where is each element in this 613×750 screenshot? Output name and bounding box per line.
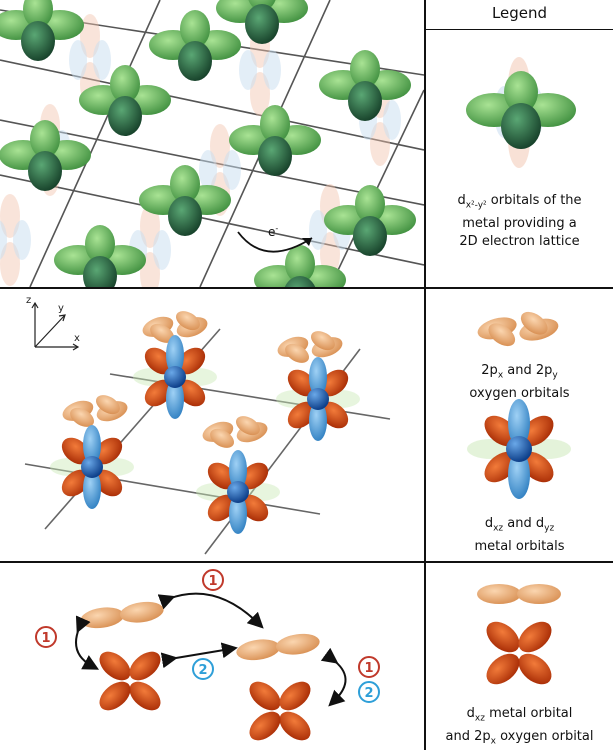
dx2y2-orbital [0,120,91,191]
arrow-step-2-middle [160,642,238,669]
legend-dx2y2-lobe [504,71,538,113]
legend-title: Legend [491,4,548,22]
legend-dx2y2-svg [466,57,576,168]
lattice-svg: e- [0,0,424,287]
svg-text:2: 2 [198,663,207,678]
row-divider-2 [0,561,613,563]
legend-metal-orbital [467,399,571,499]
lattice-bond [0,174,424,266]
oxygen-2p-orbital [274,327,346,367]
column-divider [424,0,426,750]
metal-dxz-dyz-orbital [276,357,360,441]
legend-dx2y2-lobe [501,103,541,149]
legend-oxygen-caption: 2px and 2py oxygen orbitals [469,363,570,401]
electron-label: e- [268,224,278,239]
electron-hop-arrow [237,231,313,253]
axis-z-label: z [26,295,31,306]
metal-dxz-dyz-orbital [50,425,134,509]
svg-text:1: 1 [41,631,50,646]
legend-2px-orbital [477,584,561,604]
legend-dxz-dyz: 2px and 2py oxygen orbitals dxz and dyz … [426,289,613,561]
legend-header-divider [426,29,613,30]
metal-dxz-dyz-orbital [196,450,280,534]
step-badge-right-2: 2 [358,681,380,703]
oxygen-2p-orbital [59,391,131,431]
panel-dx2y2-lattice: e- [0,0,424,287]
arrow-step-1-top [157,592,264,629]
panel-dxz-dyz-lattice: z y x [0,289,424,561]
legend-metal-caption: dxz and dyz metal orbitals [474,516,565,554]
legend-dxz-svg [467,311,571,499]
metal-dxz-orbital [244,676,316,746]
axes [31,301,80,351]
dx2y2-orbitals [0,0,416,287]
svg-text:2: 2 [364,686,373,701]
coupling-svg: 1 1 2 1 2 [35,569,380,746]
metal-dxz-orbital [94,646,166,716]
step-badge-middle-2: 2 [192,658,214,680]
oxygen-2px-orbital [235,631,321,663]
oxygen-2p-orbital [199,412,271,452]
y-axis [34,314,66,348]
lattice-bond [0,59,424,151]
step-badge-top-1: 1 [202,569,224,591]
lattice-bond [29,0,161,287]
legend-dxz-2px-caption: dxz metal orbital and 2px oxygen orbital [445,706,594,747]
axis-y-label: y [58,303,64,314]
svg-text:1: 1 [208,574,217,589]
dx2y2-orbital [229,105,321,176]
electron-hop-arrowhead [302,238,312,246]
legend-oxygen-orbital [477,311,559,347]
step-badge-left-1: 1 [35,626,57,648]
legend-dxz-orbital [486,621,552,685]
dxz-lattice-svg: z y x [24,295,391,555]
svg-text:1: 1 [364,661,373,676]
arrow-step-1-left [75,615,100,670]
legend-dx2y2-caption: dx²-y² orbitals of the metal providing a… [457,193,582,249]
oxygen-2px-orbital [79,599,165,631]
legend-dxz-2px-svg [477,584,561,685]
dx2y2-orbital [54,225,146,287]
panel-coupling-steps: 1 1 2 1 2 [0,563,424,750]
coupling-arrows [75,592,347,707]
row-divider-1 [0,287,613,289]
arrow-step-1-2-right [320,647,347,707]
axis-x-label: x [74,333,80,344]
legend-dxz-2px: dxz metal orbital and 2px oxygen orbital [426,563,613,750]
legend-dx2y2: dx²-y² orbitals of the metal providing a… [426,0,613,287]
step-badge-right-1: 1 [358,656,380,678]
